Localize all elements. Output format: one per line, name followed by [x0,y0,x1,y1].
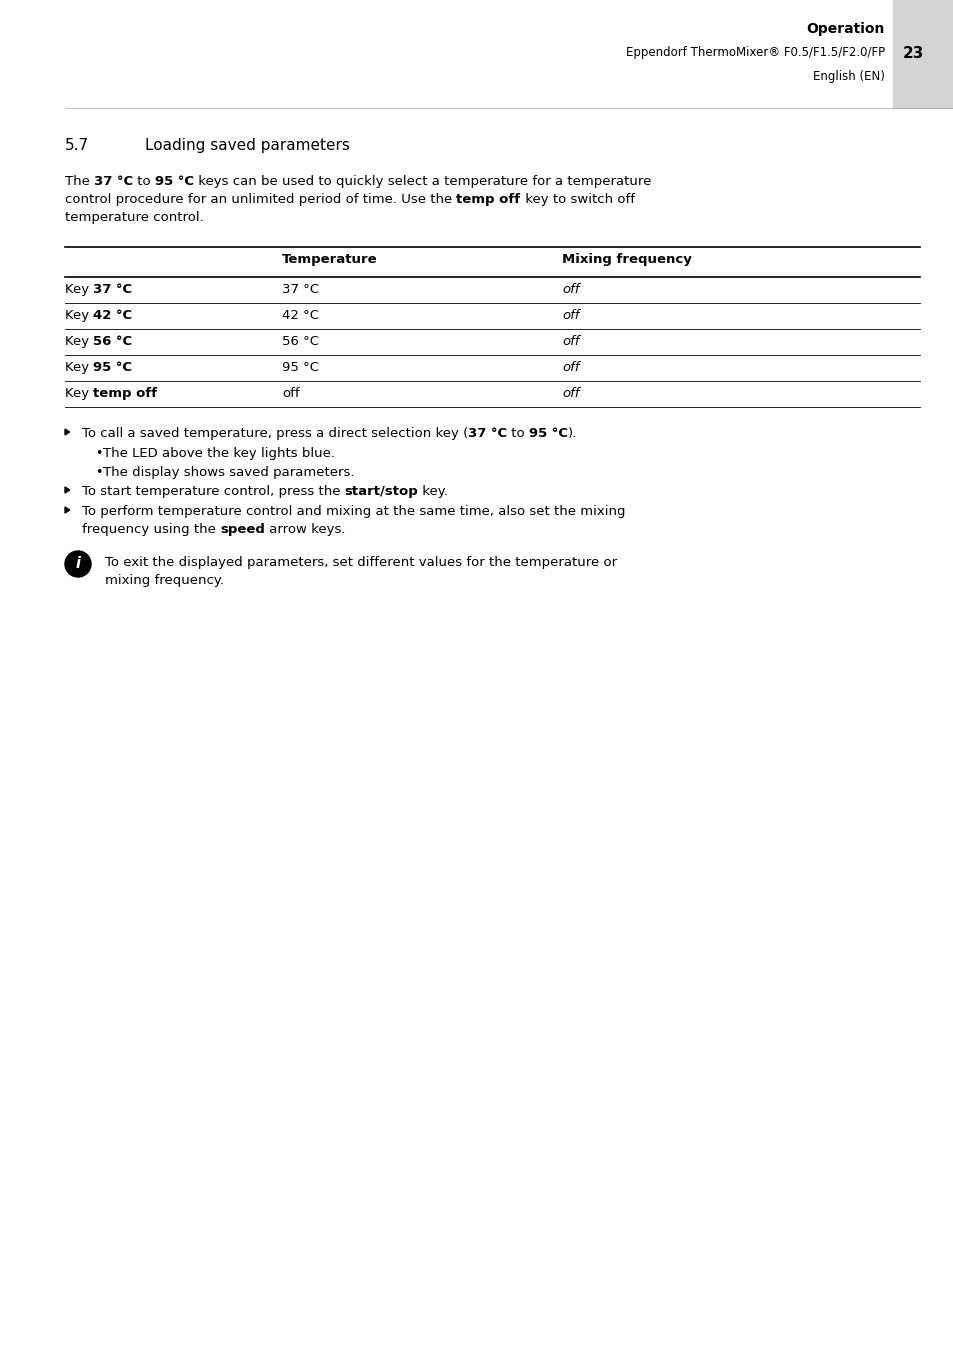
Text: off: off [561,283,578,297]
Text: To start temperature control, press the: To start temperature control, press the [82,485,344,498]
Text: To perform temperature control and mixing at the same time, also set the mixing: To perform temperature control and mixin… [82,505,625,519]
Text: 42 °C: 42 °C [93,309,132,322]
Text: Key: Key [65,334,93,348]
Text: 95 °C: 95 °C [155,175,193,188]
Text: mixing frequency.: mixing frequency. [105,574,224,588]
Text: 37 °C: 37 °C [282,283,319,297]
Text: 5.7: 5.7 [65,138,89,153]
Text: speed: speed [220,523,265,536]
Text: arrow keys.: arrow keys. [265,523,345,536]
Text: 95 °C: 95 °C [529,427,568,440]
Text: key.: key. [418,485,448,498]
Text: Operation: Operation [806,22,884,37]
Text: temperature control.: temperature control. [65,211,204,223]
Text: control procedure for an unlimited period of time. Use the: control procedure for an unlimited perio… [65,194,456,206]
Text: •: • [95,447,102,460]
Text: off: off [561,387,578,399]
Text: Key: Key [65,309,93,322]
Text: frequency using the: frequency using the [82,523,220,536]
Text: key to switch off: key to switch off [520,194,634,206]
Text: Eppendorf ThermoMixer® F0.5/F1.5/F2.0/FP: Eppendorf ThermoMixer® F0.5/F1.5/F2.0/FP [625,46,884,60]
Text: ).: ). [568,427,577,440]
Text: to: to [507,427,529,440]
Text: 56 °C: 56 °C [93,334,132,348]
Text: 37 °C: 37 °C [468,427,507,440]
Text: The display shows saved parameters.: The display shows saved parameters. [103,466,355,479]
Text: Mixing frequency: Mixing frequency [561,253,691,265]
Polygon shape [65,506,70,513]
Text: 37 °C: 37 °C [94,175,133,188]
Text: off: off [282,387,299,399]
Text: 42 °C: 42 °C [282,309,318,322]
Text: To exit the displayed parameters, set different values for the temperature or: To exit the displayed parameters, set di… [105,556,617,569]
Text: English (EN): English (EN) [812,70,884,83]
Text: off: off [561,362,578,374]
Bar [892,0,953,108]
Text: off: off [561,309,578,322]
Text: start/stop: start/stop [344,485,418,498]
Text: •: • [95,466,102,479]
Text: Key: Key [65,362,93,374]
Text: temp off: temp off [93,387,157,399]
Polygon shape [65,429,70,435]
Text: to: to [133,175,155,188]
Text: Loading saved parameters: Loading saved parameters [145,138,350,153]
Text: Key: Key [65,387,93,399]
Text: off: off [561,334,578,348]
Text: 95 °C: 95 °C [93,362,132,374]
Text: i: i [75,556,80,571]
Text: The LED above the key lights blue.: The LED above the key lights blue. [103,447,335,460]
Text: 23: 23 [902,46,923,61]
Text: 56 °C: 56 °C [282,334,318,348]
Text: 37 °C: 37 °C [93,283,132,297]
Text: temp off: temp off [456,194,520,206]
Text: The: The [65,175,94,188]
Text: Temperature: Temperature [282,253,377,265]
Polygon shape [65,487,70,493]
Text: Key: Key [65,283,93,297]
Circle shape [65,551,91,577]
Text: keys can be used to quickly select a temperature for a temperature: keys can be used to quickly select a tem… [193,175,651,188]
Text: 95 °C: 95 °C [282,362,318,374]
Text: To call a saved temperature, press a direct selection key (: To call a saved temperature, press a dir… [82,427,468,440]
